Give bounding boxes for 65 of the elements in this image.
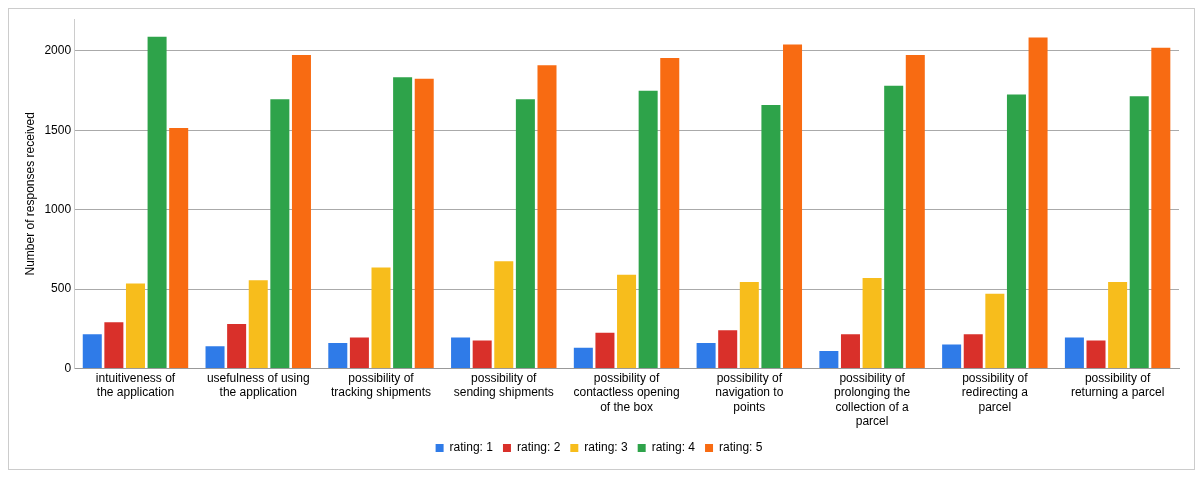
y-axis-title: Number of responses received xyxy=(22,112,37,276)
bar xyxy=(696,343,716,368)
x-tick-label: possibility of contactless opening of the box xyxy=(573,370,680,414)
bar xyxy=(1129,96,1149,368)
bar xyxy=(739,281,759,368)
bar xyxy=(595,332,615,368)
bar xyxy=(169,127,189,368)
bar xyxy=(147,36,167,368)
bar xyxy=(638,90,658,368)
bar xyxy=(82,334,102,368)
bar xyxy=(515,99,535,368)
y-tick-label: 0 xyxy=(64,360,72,375)
bar xyxy=(472,340,492,368)
bar xyxy=(393,77,413,368)
bar xyxy=(905,54,925,368)
y-tick-label: 1000 xyxy=(44,201,72,216)
bar xyxy=(494,261,514,368)
bar xyxy=(205,346,225,368)
x-tick-label: possibility of prolonging the collection of a parcel xyxy=(834,370,911,429)
bar xyxy=(537,65,557,368)
bar xyxy=(761,104,781,368)
x-tick-label: usefulness of using the application xyxy=(206,370,310,400)
legend-label: rating: 4 xyxy=(651,440,696,455)
bar xyxy=(985,293,1005,368)
x-tick-label: possibility of navigation to points xyxy=(715,370,784,414)
y-tick-label: 2000 xyxy=(44,43,72,58)
bar xyxy=(248,280,268,368)
bar xyxy=(884,85,904,368)
x-tick-label: possibility of sending shipments xyxy=(453,370,554,400)
bar xyxy=(125,283,145,368)
bar xyxy=(783,44,803,368)
x-tick-label: intuitiveness of the application xyxy=(95,370,176,400)
y-tick-label: 500 xyxy=(51,281,72,296)
bar xyxy=(660,58,680,368)
legend-label: rating: 1 xyxy=(449,440,494,455)
bar xyxy=(227,323,247,368)
legend-label: rating: 3 xyxy=(584,440,629,455)
bar xyxy=(1006,94,1026,368)
x-tick-label: possibility of tracking shipments xyxy=(330,370,432,400)
legend-label: rating: 2 xyxy=(516,440,561,455)
legend-label: rating: 5 xyxy=(719,440,763,455)
bar xyxy=(942,344,962,368)
bar xyxy=(1086,340,1106,368)
x-tick-label: possibility of redirecting a parcel xyxy=(961,370,1029,414)
bar xyxy=(1028,37,1048,368)
bar xyxy=(1108,281,1128,368)
bar xyxy=(270,99,290,368)
bar xyxy=(1064,337,1084,368)
x-tick-label: possibility of returning a parcel xyxy=(1070,370,1165,400)
bar xyxy=(291,54,311,368)
bar xyxy=(718,330,738,368)
bar xyxy=(104,322,124,368)
bar xyxy=(414,78,434,368)
bar xyxy=(451,337,471,368)
bar xyxy=(963,334,983,368)
bar xyxy=(349,337,369,368)
bar xyxy=(371,267,391,368)
y-tick-label: 1500 xyxy=(44,122,72,137)
bar xyxy=(862,277,882,368)
bar xyxy=(617,274,637,368)
bar xyxy=(819,350,839,368)
bar xyxy=(573,347,593,368)
bar xyxy=(1151,47,1171,368)
bar xyxy=(840,334,860,368)
bar xyxy=(328,343,348,368)
